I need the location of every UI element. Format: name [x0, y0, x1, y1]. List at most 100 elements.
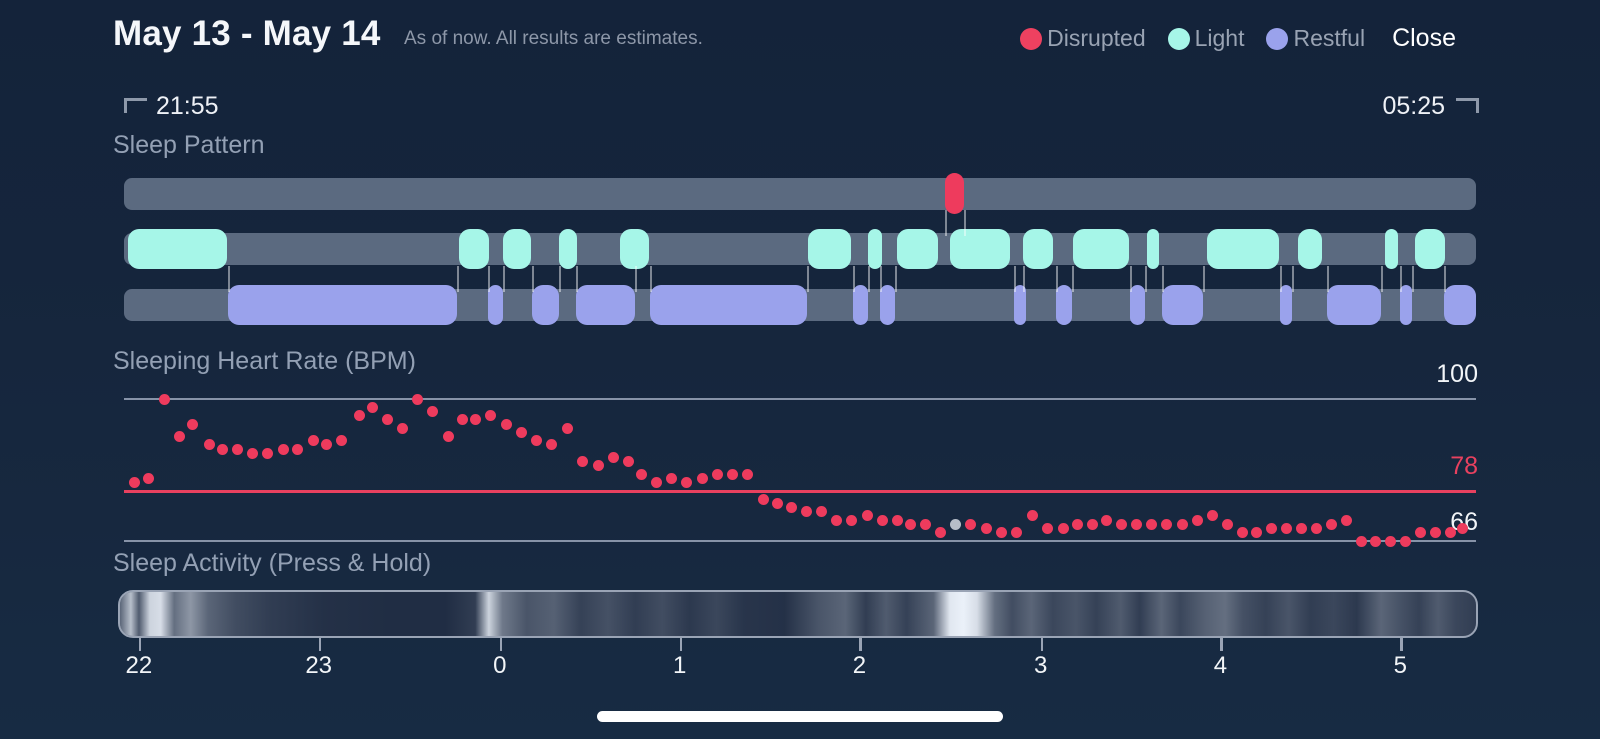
segment-connector-line — [1202, 266, 1205, 292]
hr-point — [1131, 518, 1143, 530]
restful-segment — [575, 285, 636, 325]
heart-rate-label: Sleeping Heart Rate (BPM) — [113, 347, 416, 375]
hour-tick — [318, 638, 322, 651]
hr-point — [1206, 510, 1218, 522]
sleep-activity-bar[interactable] — [118, 590, 1478, 638]
light-segment — [897, 229, 938, 269]
hr-point — [607, 451, 619, 463]
hr-point — [576, 456, 588, 468]
hr-gridline-66 — [124, 540, 1476, 542]
hr-point — [1160, 518, 1172, 530]
hr-point — [801, 506, 813, 518]
segment-connector-line — [1144, 266, 1147, 292]
hr-point — [1101, 514, 1113, 526]
hr-max-value: 100 — [1436, 360, 1478, 388]
segment-connector-line — [1381, 266, 1384, 292]
hr-point — [905, 518, 917, 530]
sleep-activity-label: Sleep Activity (Press & Hold) — [113, 549, 432, 577]
hr-point — [561, 422, 573, 434]
close-button[interactable]: Close — [1392, 24, 1456, 52]
restful-track — [124, 285, 1476, 325]
segment-connector-line — [1071, 266, 1074, 292]
hr-point — [129, 477, 141, 489]
restful-dot-icon — [1266, 27, 1289, 50]
hr-point — [593, 460, 605, 472]
hr-point — [981, 522, 993, 534]
hr-point — [786, 502, 798, 514]
hr-point — [1266, 522, 1278, 534]
segment-connector-line — [1327, 266, 1330, 292]
header-subtitle: As of now. All results are estimates. — [404, 28, 703, 49]
hr-point — [1415, 527, 1427, 539]
hr-point — [442, 431, 454, 443]
segment-connector-line — [963, 210, 966, 236]
light-dot-icon — [1167, 27, 1190, 50]
disrupted-segment — [944, 173, 964, 214]
hr-point — [651, 477, 663, 489]
segment-connector-line — [456, 266, 459, 292]
light-segment — [559, 229, 577, 269]
hour-tick — [1220, 638, 1223, 651]
hr-point — [1296, 522, 1308, 534]
home-indicator[interactable] — [597, 711, 1003, 722]
hr-point — [1400, 535, 1412, 547]
segment-connector-line — [1400, 266, 1403, 292]
hr-point — [891, 514, 903, 526]
light-segment — [502, 229, 531, 269]
legend-item-disrupted: Disrupted — [1020, 25, 1146, 52]
hr-point — [1041, 522, 1053, 534]
hr-point — [530, 435, 542, 447]
hr-point — [1370, 535, 1382, 547]
hr-point — [353, 410, 365, 422]
segment-connector-line — [879, 266, 882, 292]
sleep-pattern-label: Sleep Pattern — [113, 131, 265, 159]
hr-point — [1177, 518, 1189, 530]
light-segment — [1385, 229, 1398, 269]
light-segment — [459, 229, 490, 269]
light-segment — [1147, 229, 1160, 269]
segment-connector-line — [1292, 266, 1295, 292]
hour-tick — [499, 638, 503, 651]
hr-point — [680, 477, 692, 489]
hr-point — [278, 443, 290, 455]
segment-connector-line — [502, 266, 505, 292]
hour-label: 5 — [1393, 652, 1407, 679]
hr-point — [515, 426, 527, 438]
activity-intensity-gradient — [120, 592, 1476, 636]
hr-point — [1385, 535, 1397, 547]
hr-outlier-point — [949, 518, 961, 530]
hr-point — [232, 443, 244, 455]
hour-tick — [679, 638, 683, 651]
hour-label: 2 — [852, 652, 867, 679]
hr-point — [1251, 527, 1263, 539]
segment-connector-line — [1129, 266, 1132, 292]
restful-segment — [1162, 285, 1203, 325]
segment-connector-line — [635, 266, 638, 292]
hour-tick — [859, 638, 862, 651]
light-segment — [1297, 229, 1322, 269]
light-segment — [950, 229, 1010, 269]
hr-point — [321, 439, 333, 451]
range-end-time: 05:25 — [1382, 92, 1445, 120]
segment-connector-line — [228, 266, 231, 292]
hour-label: 1 — [672, 652, 687, 679]
restful-segment — [532, 285, 560, 325]
segment-connector-line — [806, 266, 809, 292]
hr-point — [726, 468, 738, 480]
hour-label: 4 — [1213, 652, 1228, 679]
light-segment — [1073, 229, 1129, 269]
disrupted-dot-icon — [1020, 27, 1043, 50]
segment-connector-line — [487, 266, 490, 292]
restful-segment — [1013, 285, 1026, 325]
hr-point — [1191, 514, 1203, 526]
hr-point — [666, 472, 678, 484]
hr-point — [456, 414, 468, 426]
hr-point — [622, 456, 634, 468]
hr-point — [771, 497, 783, 509]
hr-point — [1058, 522, 1070, 534]
restful-segment — [1279, 285, 1293, 325]
hr-point — [964, 518, 976, 530]
hr-point — [712, 468, 724, 480]
light-segment — [1415, 229, 1445, 269]
